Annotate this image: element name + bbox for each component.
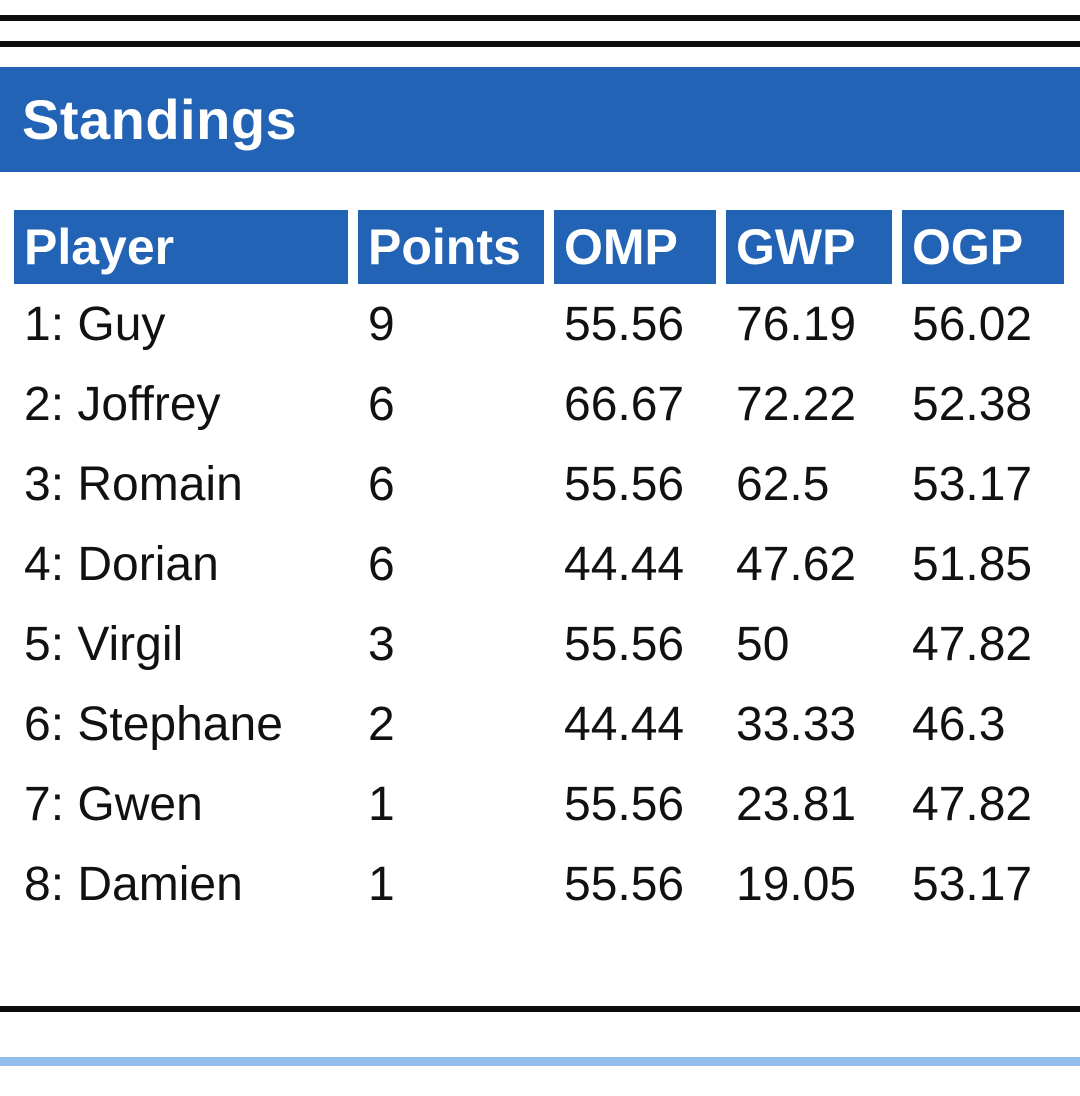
top-divider-line-1 xyxy=(0,15,1080,21)
cell-ogp: 47.82 xyxy=(912,777,1033,831)
cell-points: 1 xyxy=(368,857,395,911)
cell-player: 6: Stephane xyxy=(24,697,283,751)
cell-player: 2: Joffrey xyxy=(24,377,221,431)
column-header-player: Player xyxy=(14,210,348,284)
cell-ogp: 53.17 xyxy=(912,457,1033,511)
cell-player: 5: Virgil xyxy=(24,617,184,671)
cell-gwp: 33.33 xyxy=(736,697,857,751)
cell-player: 3: Romain xyxy=(24,457,243,511)
cell-ogp: 53.17 xyxy=(912,857,1033,911)
cell-omp: 55.56 xyxy=(564,777,685,831)
table-row[interactable]: 5: Virgil 3 55.56 50 47.82 xyxy=(14,604,1064,684)
table-row[interactable]: 2: Joffrey 6 66.67 72.22 52.38 xyxy=(14,364,1064,444)
cell-omp: 55.56 xyxy=(564,297,685,351)
cell-ogp: 52.38 xyxy=(912,377,1033,431)
cell-ogp: 51.85 xyxy=(912,537,1033,591)
column-header-ogp: OGP xyxy=(902,210,1064,284)
cell-points: 1 xyxy=(368,777,395,831)
cell-omp: 55.56 xyxy=(564,457,685,511)
bottom-accent-bar xyxy=(0,1057,1080,1066)
cell-gwp: 23.81 xyxy=(736,777,857,831)
table-row[interactable]: 4: Dorian 6 44.44 47.62 51.85 xyxy=(14,524,1064,604)
column-header-points: Points xyxy=(358,210,544,284)
table-row[interactable]: 7: Gwen 1 55.56 23.81 47.82 xyxy=(14,764,1064,844)
cell-omp: 44.44 xyxy=(564,697,685,751)
cell-points: 6 xyxy=(368,377,395,431)
cell-gwp: 19.05 xyxy=(736,857,857,911)
cell-gwp: 76.19 xyxy=(736,297,857,351)
cell-ogp: 56.02 xyxy=(912,297,1033,351)
cell-gwp: 62.5 xyxy=(736,457,830,511)
cell-points: 6 xyxy=(368,457,395,511)
cell-ogp: 46.3 xyxy=(912,697,1006,751)
cell-points: 3 xyxy=(368,617,395,671)
bottom-divider-line xyxy=(0,1006,1080,1012)
table-row[interactable]: 6: Stephane 2 44.44 33.33 46.3 xyxy=(14,684,1064,764)
cell-points: 6 xyxy=(368,537,395,591)
cell-omp: 55.56 xyxy=(564,617,685,671)
top-divider-line-2 xyxy=(0,41,1080,47)
cell-gwp: 72.22 xyxy=(736,377,857,431)
cell-points: 9 xyxy=(368,297,395,351)
standings-table: Player Points OMP GWP OGP 1: Guy 9 55.56 76.19 5… xyxy=(14,210,1064,924)
cell-omp: 55.56 xyxy=(564,857,685,911)
cell-player: 4: Dorian xyxy=(24,537,219,591)
cell-ogp: 47.82 xyxy=(912,617,1033,671)
standings-header-banner: Standings xyxy=(0,67,1080,172)
cell-gwp: 47.62 xyxy=(736,537,857,591)
cell-player: 1: Guy xyxy=(24,297,166,351)
column-header-gwp: GWP xyxy=(726,210,892,284)
cell-omp: 66.67 xyxy=(564,377,685,431)
cell-player: 8: Damien xyxy=(24,857,243,911)
cell-gwp: 50 xyxy=(736,617,790,671)
page-title: Standings xyxy=(22,88,298,151)
cell-points: 2 xyxy=(368,697,395,751)
column-header-omp: OMP xyxy=(554,210,716,284)
cell-player: 7: Gwen xyxy=(24,777,203,831)
standings-table-header-row: Player Points OMP GWP OGP xyxy=(14,210,1064,284)
table-row[interactable]: 8: Damien 1 55.56 19.05 53.17 xyxy=(14,844,1064,924)
cell-omp: 44.44 xyxy=(564,537,685,591)
table-row[interactable]: 1: Guy 9 55.56 76.19 56.02 xyxy=(14,284,1064,364)
standings-table-body: 1: Guy 9 55.56 76.19 56.02 2: Joffrey 6 66.67 72… xyxy=(14,284,1064,924)
table-row[interactable]: 3: Romain 6 55.56 62.5 53.17 xyxy=(14,444,1064,524)
